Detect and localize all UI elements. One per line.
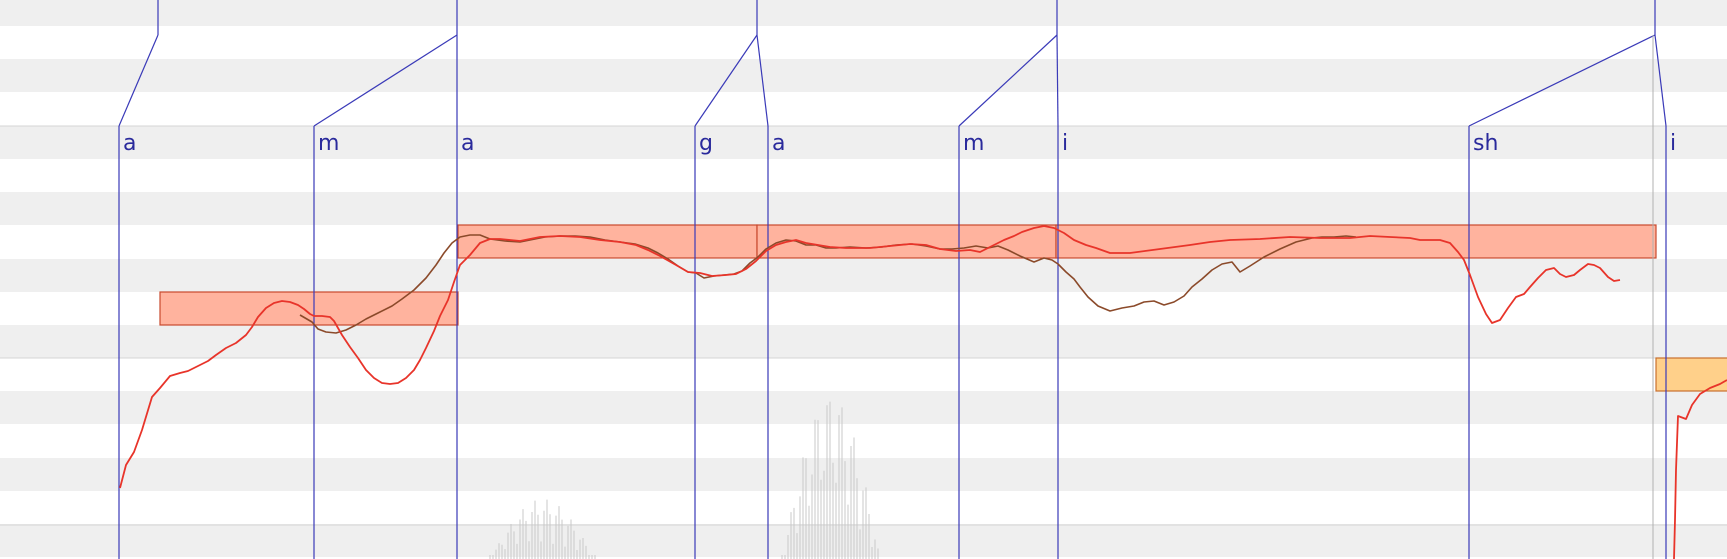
phoneme-label[interactable]: a [772, 131, 785, 156]
phoneme-label[interactable]: m [318, 131, 339, 156]
phoneme-label[interactable]: i [1670, 131, 1676, 156]
phoneme-marker[interactable]: sh [1468, 34, 1656, 559]
phoneme-marker[interactable]: m [313, 34, 458, 559]
pitch-row-shaded [0, 391, 1727, 424]
pitch-row-shaded [0, 458, 1727, 491]
phoneme-link-line [1056, 34, 1059, 127]
pitch-row-shaded [0, 126, 1727, 159]
audio-waveform [489, 401, 879, 559]
phoneme-label[interactable]: sh [1473, 131, 1498, 156]
phoneme-link-line [118, 34, 159, 127]
phoneme-link-line [756, 34, 769, 127]
note-block[interactable] [1055, 224, 1657, 259]
phoneme-marker[interactable]: a [756, 34, 785, 559]
phoneme-marker[interactable]: m [958, 34, 1058, 559]
phoneme-marker[interactable]: i [1654, 34, 1676, 559]
phoneme-link-line [1468, 34, 1656, 127]
phoneme-marker[interactable]: g [694, 34, 758, 559]
phoneme-marker[interactable]: i [1056, 34, 1068, 559]
pitch-row-shaded [0, 192, 1727, 225]
phoneme-link-line [958, 34, 1058, 127]
pitch-row-shaded [0, 259, 1727, 292]
phoneme-link-line [1654, 34, 1667, 127]
phoneme-label[interactable]: i [1062, 131, 1068, 156]
phoneme-label[interactable]: g [699, 131, 713, 156]
sung-pitch-curve-tail[interactable] [1673, 379, 1727, 559]
phoneme-label[interactable]: a [461, 131, 474, 156]
phoneme-layer: a m a g a m i sh i [118, 0, 1676, 559]
pitch-row-shaded [0, 325, 1727, 358]
pitch-row-shaded [0, 0, 1727, 26]
phoneme-link-line [313, 34, 458, 127]
phoneme-link-line [694, 34, 758, 127]
phoneme-label[interactable]: a [123, 131, 136, 156]
phoneme-label[interactable]: m [963, 131, 984, 156]
phoneme-marker[interactable]: a [456, 35, 474, 559]
pitch-row-shaded [0, 59, 1727, 92]
pitch-curve-layer [119, 225, 1727, 559]
note-block[interactable] [756, 224, 1057, 259]
phoneme-marker[interactable]: a [118, 34, 159, 559]
sung-pitch-curve[interactable] [119, 225, 1621, 489]
